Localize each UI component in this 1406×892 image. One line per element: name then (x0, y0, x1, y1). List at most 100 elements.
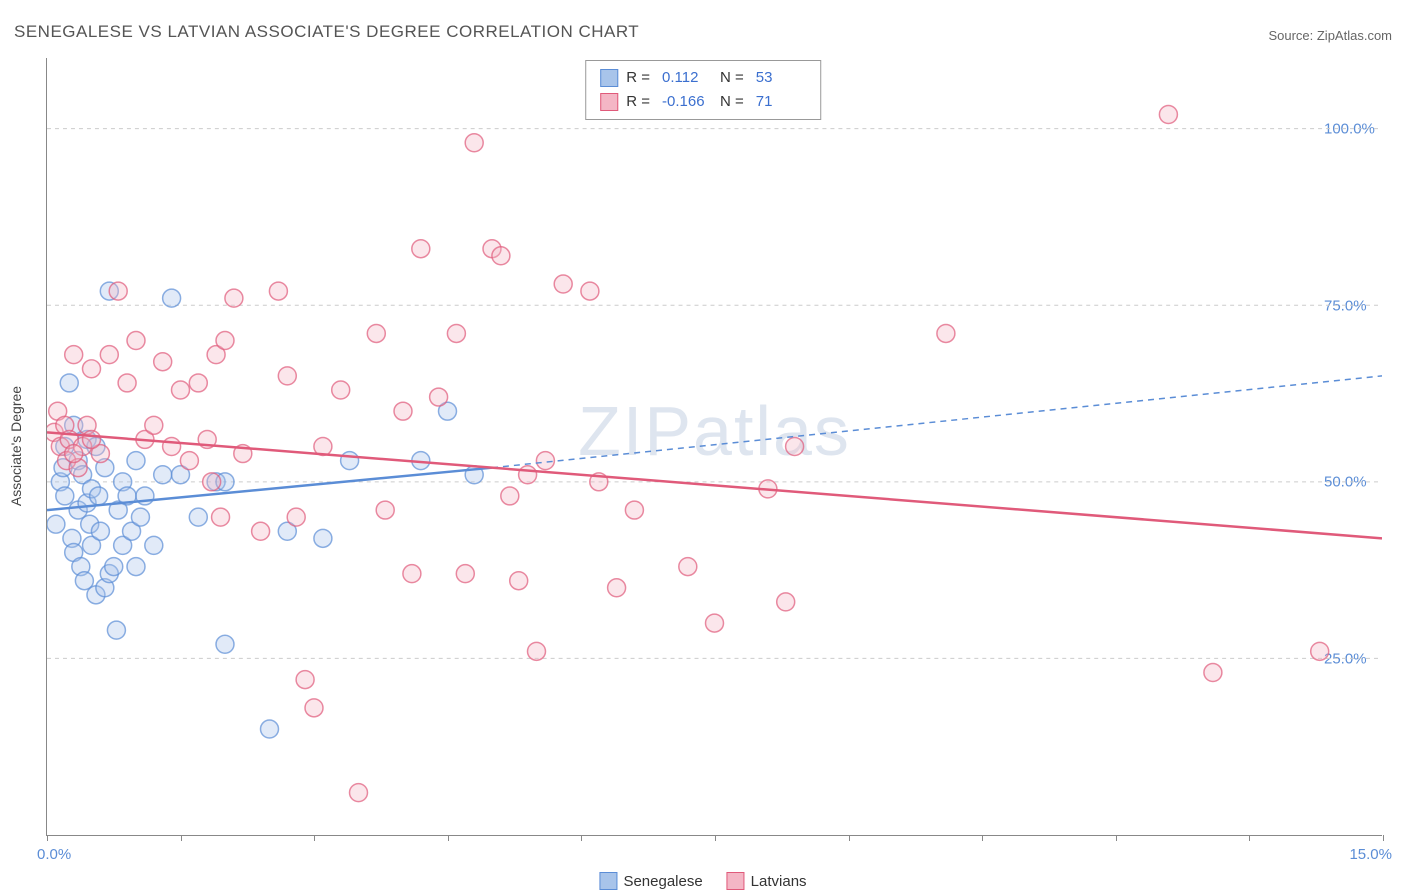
chart-svg (47, 58, 1382, 835)
scatter-point (314, 529, 332, 547)
swatch-senegalese-bottom (599, 872, 617, 890)
trend-line (47, 468, 492, 510)
chart-title: SENEGALESE VS LATVIAN ASSOCIATE'S DEGREE… (14, 22, 639, 42)
scatter-point (127, 452, 145, 470)
scatter-point (528, 642, 546, 660)
scatter-point (296, 671, 314, 689)
legend-item-latvians: Latvians (727, 872, 807, 890)
scatter-point (225, 289, 243, 307)
scatter-point (376, 501, 394, 519)
scatter-point (172, 381, 190, 399)
trend-line-dashed (492, 376, 1382, 468)
scatter-point (90, 487, 108, 505)
plot-area: ZIPatlas 25.0%50.0%75.0%100.0% 0.0% 15.0… (46, 58, 1382, 836)
scatter-point (777, 593, 795, 611)
scatter-point (430, 388, 448, 406)
scatter-point (679, 558, 697, 576)
scatter-point (163, 289, 181, 307)
scatter-point (287, 508, 305, 526)
r-label: R = (626, 66, 650, 90)
scatter-point (278, 367, 296, 385)
scatter-point (1159, 106, 1177, 124)
scatter-point (145, 536, 163, 554)
scatter-point (350, 784, 368, 802)
n-value-latvians: 71 (756, 90, 806, 114)
scatter-point (189, 374, 207, 392)
scatter-point (154, 466, 172, 484)
y-axis-label: Associate's Degree (8, 386, 24, 506)
swatch-latvians-bottom (727, 872, 745, 890)
scatter-point (501, 487, 519, 505)
scatter-point (412, 240, 430, 258)
scatter-point (154, 353, 172, 371)
legend-label-latvians: Latvians (751, 873, 807, 890)
scatter-point (261, 720, 279, 738)
x-tick (1383, 835, 1384, 841)
scatter-point (269, 282, 287, 300)
legend-row-senegalese: R = 0.112 N = 53 (600, 66, 806, 90)
scatter-point (341, 452, 359, 470)
trend-line (47, 432, 1382, 538)
scatter-point (91, 522, 109, 540)
scatter-point (47, 515, 65, 533)
scatter-point (608, 579, 626, 597)
scatter-point (109, 282, 127, 300)
scatter-point (131, 508, 149, 526)
scatter-point (203, 473, 221, 491)
scatter-point (252, 522, 270, 540)
scatter-point (60, 374, 78, 392)
scatter-point (394, 402, 412, 420)
x-tick (581, 835, 582, 841)
scatter-point (127, 558, 145, 576)
n-label: N = (720, 66, 744, 90)
legend-stats-box: R = 0.112 N = 53 R = -0.166 N = 71 (585, 60, 821, 120)
scatter-point (581, 282, 599, 300)
scatter-point (305, 699, 323, 717)
scatter-point (180, 452, 198, 470)
x-tick (849, 835, 850, 841)
scatter-point (163, 438, 181, 456)
x-tick (715, 835, 716, 841)
x-axis-max-label: 15.0% (1349, 846, 1392, 863)
scatter-point (403, 565, 421, 583)
r-label-2: R = (626, 90, 650, 114)
scatter-point (937, 324, 955, 342)
scatter-point (189, 508, 207, 526)
swatch-senegalese (600, 69, 618, 87)
scatter-point (625, 501, 643, 519)
x-tick (47, 835, 48, 841)
x-tick (448, 835, 449, 841)
x-tick (982, 835, 983, 841)
scatter-point (118, 374, 136, 392)
x-tick (314, 835, 315, 841)
scatter-point (536, 452, 554, 470)
scatter-point (706, 614, 724, 632)
scatter-point (100, 346, 118, 364)
scatter-point (492, 247, 510, 265)
scatter-point (465, 134, 483, 152)
x-tick (181, 835, 182, 841)
bottom-legend: Senegalese Latvians (599, 872, 806, 890)
scatter-point (332, 381, 350, 399)
scatter-point (786, 438, 804, 456)
legend-item-senegalese: Senegalese (599, 872, 702, 890)
scatter-point (447, 324, 465, 342)
scatter-point (212, 508, 230, 526)
n-label-2: N = (720, 90, 744, 114)
scatter-point (510, 572, 528, 590)
swatch-latvians (600, 93, 618, 111)
x-tick (1116, 835, 1117, 841)
scatter-point (1204, 664, 1222, 682)
r-value-senegalese: 0.112 (662, 66, 712, 90)
scatter-point (519, 466, 537, 484)
scatter-point (65, 445, 83, 463)
scatter-point (107, 621, 125, 639)
legend-row-latvians: R = -0.166 N = 71 (600, 90, 806, 114)
scatter-point (1311, 642, 1329, 660)
scatter-point (145, 416, 163, 434)
scatter-point (554, 275, 572, 293)
n-value-senegalese: 53 (756, 66, 806, 90)
scatter-point (127, 332, 145, 350)
scatter-point (83, 430, 101, 448)
scatter-point (65, 346, 83, 364)
